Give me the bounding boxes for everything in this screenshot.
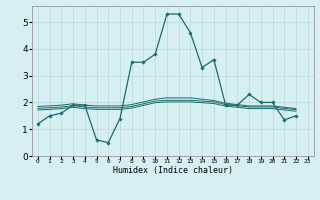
X-axis label: Humidex (Indice chaleur): Humidex (Indice chaleur) xyxy=(113,166,233,175)
